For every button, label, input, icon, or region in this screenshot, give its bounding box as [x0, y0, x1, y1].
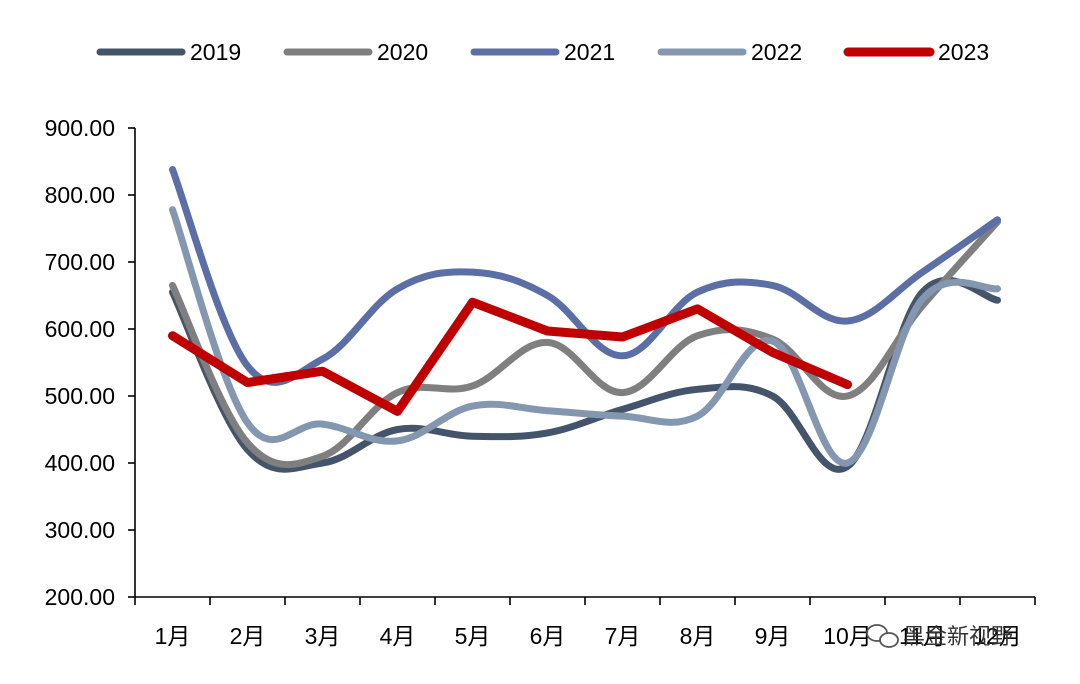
x-tick-label: 4月: [380, 623, 416, 649]
series-layer: [168, 166, 1001, 473]
legend-label: 2021: [564, 39, 615, 65]
y-tick-label: 400.00: [45, 450, 115, 476]
y-tick-label: 800.00: [45, 182, 115, 208]
wechat-icon: [866, 624, 899, 648]
legend-label: 2022: [751, 39, 802, 65]
y-tick-label: 600.00: [45, 316, 115, 342]
legend-item-2023: 2023: [843, 39, 989, 65]
y-tick-label: 200.00: [45, 584, 115, 610]
watermark: 黑金新视野: [866, 624, 1013, 650]
legend-item-2022: 2022: [657, 39, 802, 65]
x-tick-label: 12月: [973, 623, 1022, 649]
x-tick-label: 9月: [755, 623, 791, 649]
series-line-2021: [169, 166, 1001, 386]
x-axis: 1月 2月 3月 4月 5月 6月 7月 8月 9月 10月 11月 12月: [134, 596, 1036, 649]
legend-label: 2019: [190, 39, 241, 65]
legend: 2019 2020 2021 2022 2023: [96, 39, 989, 65]
legend-label: 2023: [938, 39, 989, 65]
y-tick-label: 500.00: [45, 383, 115, 409]
x-tick-label: 5月: [455, 623, 491, 649]
legend-item-2019: 2019: [96, 39, 241, 65]
x-tick-label: 7月: [605, 623, 641, 649]
x-tick-label: 6月: [530, 623, 566, 649]
x-tick-label: 8月: [680, 623, 716, 649]
y-axis: 200.00 300.00 400.00 500.00 600.00 700.00 800.…: [45, 115, 136, 610]
x-tick-label: 2月: [230, 623, 266, 649]
legend-item-2021: 2021: [470, 39, 615, 65]
series-line-2020: [169, 218, 1001, 469]
legend-label: 2020: [377, 39, 428, 65]
y-tick-label: 700.00: [45, 249, 115, 275]
x-tick-label: 3月: [305, 623, 341, 649]
legend-item-2020: 2020: [283, 39, 428, 65]
series-line-2022: [169, 206, 1001, 467]
y-tick-label: 300.00: [45, 517, 115, 543]
x-tick-label: 11月: [899, 623, 946, 649]
x-tick-label: 10月: [823, 623, 872, 649]
series-line-2023: [168, 297, 852, 416]
x-tick-label: 1月: [155, 623, 191, 649]
y-tick-label: 900.00: [45, 115, 115, 141]
watermark-text: 黑金新视野: [903, 625, 1013, 650]
